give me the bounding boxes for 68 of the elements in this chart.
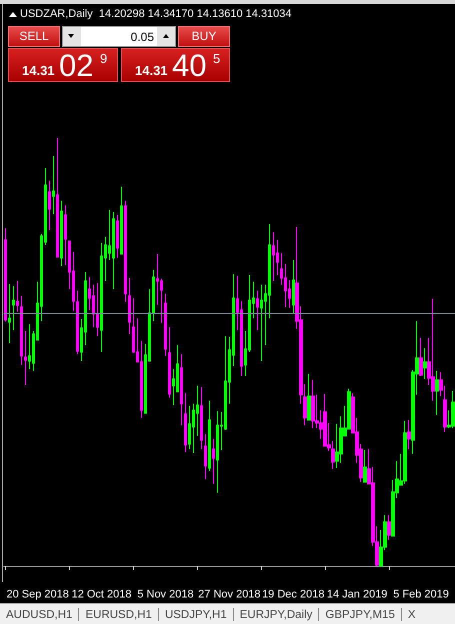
candlestick: [16, 280, 19, 312]
candlestick: [260, 284, 263, 362]
candlestick: [64, 204, 67, 266]
candlestick: [96, 282, 99, 337]
candlestick: [419, 337, 423, 376]
candlestick: [60, 200, 63, 266]
candlestick: [180, 354, 183, 426]
candlestick: [311, 379, 315, 429]
candlestick: [12, 286, 15, 331]
candlestick: [116, 214, 119, 258]
candlestick: [307, 373, 311, 421]
candlestick: [120, 186, 123, 254]
x-tick-label: 5 Nov 2018: [137, 588, 194, 600]
text: 14.31: [135, 63, 168, 78]
text: 40: [172, 48, 206, 83]
text: AUDUSD,H1: [5, 608, 74, 620]
x-tick-label: 27 Nov 2018: [198, 588, 261, 600]
x-tick-label: 14 Jan 2019: [326, 588, 388, 600]
candlestick: [272, 232, 275, 282]
candlestick: [431, 298, 435, 402]
candlestick: [363, 450, 367, 483]
candlestick: [8, 283, 11, 344]
candlestick: [128, 277, 131, 335]
candlestick: [435, 370, 439, 416]
candlestick: [112, 212, 115, 290]
candlestick: [188, 405, 191, 450]
candlestick: [76, 290, 79, 355]
text: SELL: [8, 26, 60, 47]
candlestick: [48, 180, 51, 231]
x-tick-label: 20 Sep 2018: [6, 588, 69, 600]
candlestick: [451, 390, 455, 429]
text: EURJPY,Daily: [238, 608, 314, 620]
x-tick-label: 19 Dec 2018: [262, 588, 324, 600]
text: EURUSD,H1: [84, 608, 153, 620]
x-tick-label: 5 Feb 2019: [393, 588, 449, 600]
candlestick: [164, 293, 167, 356]
text: 0.05: [130, 30, 154, 44]
candlestick: [256, 290, 259, 331]
text: 9: [100, 51, 108, 66]
chart-title: USDZAR,Daily 14.20298 14.34170 14.13610 14.31034: [20, 8, 292, 20]
text: X: [406, 608, 417, 620]
candlestick: [4, 228, 7, 322]
candlestick: [292, 259, 295, 314]
candlestick: [168, 326, 171, 398]
candlestick: [407, 420, 411, 450]
candlestick: [208, 400, 211, 472]
text: USDJPY,H1: [164, 608, 228, 620]
candlestick: [387, 514, 391, 540]
candlestick: [403, 420, 407, 484]
x-tick-label: 12 Oct 2018: [72, 588, 132, 600]
candlestick: [204, 434, 207, 480]
candlestick: [323, 393, 327, 447]
text: 5: [213, 51, 220, 66]
candlestick: [52, 155, 55, 215]
candlestick: [124, 200, 127, 302]
candlestick: [56, 138, 59, 258]
text: 02: [59, 48, 94, 83]
text: GBPJPY,M15: [324, 608, 396, 620]
text: BUY: [178, 26, 230, 47]
candlestick: [24, 330, 27, 386]
candlestick: [212, 438, 215, 484]
candlestick: [20, 295, 23, 366]
text: 14.31: [22, 63, 55, 78]
candlestick: [200, 386, 203, 450]
candlestick: [423, 348, 427, 380]
candlestick: [28, 324, 31, 370]
candlestick: [184, 392, 187, 453]
candlestick: [216, 410, 219, 494]
